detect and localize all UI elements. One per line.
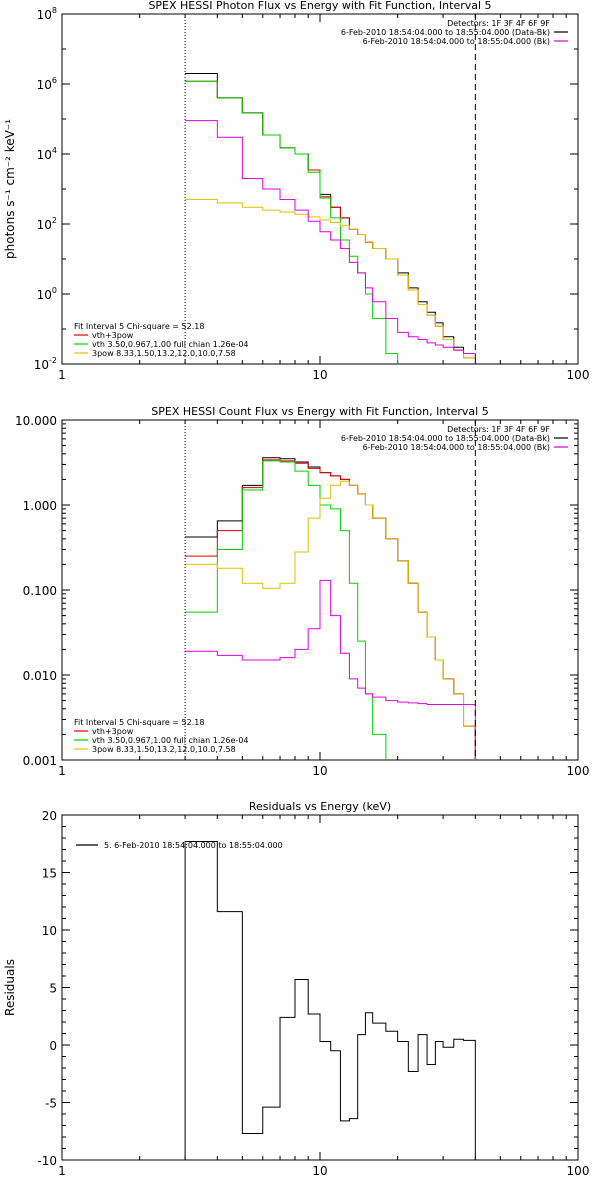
legend-item: vth 3.50,0.967,1.00 full chian 1.26e-04 — [92, 736, 249, 745]
chart-title: SPEX HESSI Photon Flux vs Energy with Fi… — [148, 0, 491, 12]
legend-item: 5. 6-Feb-2010 18:54:04.000 to 18:55:04.0… — [104, 841, 283, 850]
chart-title: SPEX HESSI Count Flux vs Energy with Fit… — [151, 405, 488, 418]
y-tick-label: 0.010 — [23, 669, 57, 683]
y-tick-label: -10 — [37, 1154, 57, 1168]
series-line-2 — [185, 459, 476, 760]
x-tick-label: 100 — [567, 368, 590, 382]
series-line-1 — [184, 840, 476, 1160]
legend-item: 3pow 8.33,1.50,13.2,12.0,10.0,7.58 — [92, 349, 236, 358]
x-tick-label: 100 — [567, 1164, 590, 1178]
panel-1: SPEX HESSI Photon Flux vs Energy with Fi… — [3, 0, 590, 382]
y-tick-label: 10-2 — [34, 356, 57, 372]
y-tick-label: 108 — [37, 6, 57, 22]
panel-2: SPEX HESSI Count Flux vs Energy with Fit… — [15, 405, 590, 778]
legend-item: 3pow 8.33,1.50,13.2,12.0,10.0,7.58 — [92, 745, 236, 754]
chart-title: Residuals vs Energy (keV) — [249, 800, 391, 813]
x-tick-label: 1 — [58, 368, 66, 382]
x-tick-label: 10 — [312, 764, 327, 778]
y-tick-label: 102 — [37, 216, 57, 232]
y-tick-label: 5 — [49, 982, 57, 996]
x-tick-label: 100 — [567, 764, 590, 778]
header-line: 6-Feb-2010 18:54:04.000 to 18:55:04.000 … — [341, 28, 550, 37]
series-line-5 — [185, 579, 476, 760]
legend-item: vth+3pow — [92, 727, 134, 736]
header-line: Detectors: 1F 3F 4F 6F 9F — [447, 425, 550, 434]
header-line: 6-Feb-2010 18:54:04.000 to 18:55:04.000 … — [363, 37, 550, 46]
y-tick-label: 0.100 — [23, 584, 57, 598]
x-tick-label: 1 — [58, 764, 66, 778]
y-tick-label: 100 — [37, 286, 57, 302]
series-line-4 — [185, 480, 476, 760]
series-line-1 — [185, 457, 476, 760]
y-tick-label: 106 — [37, 76, 57, 92]
y-tick-label: 15 — [42, 867, 57, 881]
series-line-3 — [185, 460, 387, 760]
y-tick-label: 10.000 — [15, 414, 57, 428]
legend-title: Fit Interval 5 Chi-square = 52.18 — [74, 322, 204, 331]
y-axis-label: photons s⁻¹ cm⁻² keV⁻¹ — [3, 119, 17, 259]
header-line: 6-Feb-2010 18:54:04.000 to 18:55:04.000 … — [341, 434, 550, 443]
y-tick-label: 0 — [49, 1039, 57, 1053]
x-tick-label: 1 — [58, 1164, 66, 1178]
x-tick-label: 10 — [312, 1164, 327, 1178]
series-line-4 — [185, 199, 476, 359]
legend-item: vth 3.50,0.967,1.00 full chian 1.26e-04 — [92, 340, 249, 349]
y-tick-label: 104 — [37, 146, 57, 162]
y-tick-label: 0.001 — [23, 754, 57, 768]
y-tick-label: 20 — [42, 809, 57, 823]
y-tick-label: -5 — [45, 1097, 57, 1111]
plot-frame — [61, 814, 579, 1161]
x-tick-label: 10 — [312, 368, 327, 382]
legend-title: Fit Interval 5 Chi-square = 52.18 — [74, 718, 204, 727]
header-line: Detectors: 1F 3F 4F 6F 9F — [447, 19, 550, 28]
y-axis-label: Residuals — [3, 959, 17, 1016]
panel-3: Residuals vs Energy (keV) 1 10 100 -10 -5 0 5 10… — [3, 800, 589, 1178]
series-line-5 — [185, 120, 476, 354]
y-tick-label: 1.000 — [23, 499, 57, 513]
y-tick-label: 10 — [42, 924, 57, 938]
header-line: 6-Feb-2010 18:54:04.000 to 18:55:04.000 … — [363, 443, 550, 452]
legend-item: vth+3pow — [92, 331, 134, 340]
